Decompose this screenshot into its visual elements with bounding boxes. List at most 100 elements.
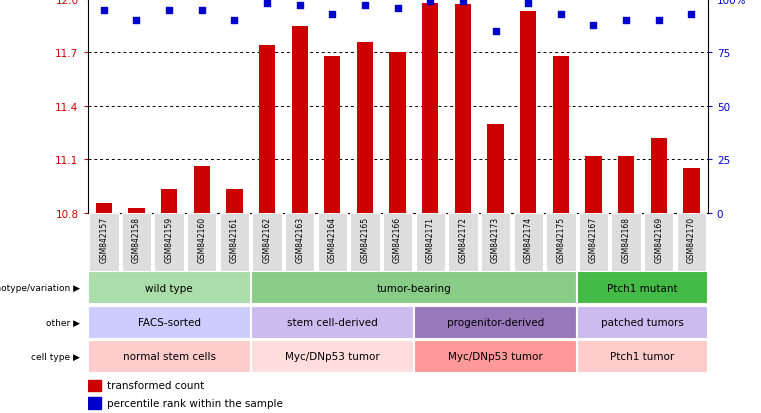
Text: normal stem cells: normal stem cells	[123, 351, 215, 362]
FancyBboxPatch shape	[122, 213, 151, 271]
FancyBboxPatch shape	[448, 213, 478, 271]
Point	[326, 12, 339, 18]
Bar	[390, 53, 406, 213]
Point	[228, 18, 240, 25]
Point	[686, 12, 698, 18]
Bar	[226, 190, 243, 213]
Bar	[96, 203, 112, 213]
Text: GSM842173: GSM842173	[491, 216, 500, 262]
Text: GSM842169: GSM842169	[654, 216, 664, 262]
FancyBboxPatch shape	[414, 340, 577, 373]
Bar	[88, 380, 101, 392]
Bar	[520, 12, 537, 213]
Text: Myc/DNp53 tumor: Myc/DNp53 tumor	[448, 351, 543, 362]
Bar	[422, 4, 438, 213]
Text: other ▶: other ▶	[46, 318, 80, 327]
Text: GSM842167: GSM842167	[589, 216, 598, 262]
Text: GSM842160: GSM842160	[197, 216, 206, 262]
Text: progenitor-derived: progenitor-derived	[447, 317, 544, 328]
Text: GSM842158: GSM842158	[132, 216, 141, 262]
FancyBboxPatch shape	[220, 213, 249, 271]
FancyBboxPatch shape	[579, 213, 608, 271]
Point	[130, 18, 142, 25]
Point	[294, 3, 306, 9]
Bar	[291, 27, 308, 213]
FancyBboxPatch shape	[253, 213, 282, 271]
Text: Ptch1 mutant: Ptch1 mutant	[607, 283, 678, 293]
FancyBboxPatch shape	[383, 213, 412, 271]
FancyBboxPatch shape	[250, 272, 577, 304]
Point	[522, 1, 534, 7]
Point	[489, 28, 501, 35]
FancyBboxPatch shape	[317, 213, 347, 271]
FancyBboxPatch shape	[250, 306, 414, 339]
FancyBboxPatch shape	[644, 213, 673, 271]
Bar	[357, 43, 373, 213]
Text: GSM842172: GSM842172	[458, 216, 467, 262]
FancyBboxPatch shape	[187, 213, 216, 271]
FancyBboxPatch shape	[350, 213, 380, 271]
Point	[163, 7, 175, 14]
Bar	[651, 138, 667, 213]
Text: GSM842175: GSM842175	[556, 216, 565, 262]
FancyBboxPatch shape	[577, 306, 708, 339]
Bar	[683, 169, 699, 213]
FancyBboxPatch shape	[677, 213, 706, 271]
Text: GSM842164: GSM842164	[328, 216, 337, 262]
FancyBboxPatch shape	[154, 213, 184, 271]
Text: GSM842166: GSM842166	[393, 216, 402, 262]
Text: GSM842161: GSM842161	[230, 216, 239, 262]
FancyBboxPatch shape	[285, 213, 314, 271]
Point	[97, 7, 110, 14]
Text: GSM842168: GSM842168	[622, 216, 631, 262]
Point	[555, 12, 567, 18]
Text: GSM842165: GSM842165	[361, 216, 370, 262]
Text: GSM842163: GSM842163	[295, 216, 304, 262]
FancyBboxPatch shape	[514, 213, 543, 271]
Point	[653, 18, 665, 25]
Text: Myc/DNp53 tumor: Myc/DNp53 tumor	[285, 351, 380, 362]
FancyBboxPatch shape	[546, 213, 575, 271]
Text: FACS-sorted: FACS-sorted	[138, 317, 201, 328]
FancyBboxPatch shape	[611, 213, 641, 271]
Point	[391, 5, 403, 12]
Text: stem cell-derived: stem cell-derived	[287, 317, 377, 328]
FancyBboxPatch shape	[577, 340, 708, 373]
Text: cell type ▶: cell type ▶	[31, 352, 80, 361]
Text: GSM842157: GSM842157	[100, 216, 108, 262]
Bar	[324, 57, 340, 213]
Bar	[618, 156, 634, 213]
Text: GSM842170: GSM842170	[687, 216, 696, 262]
Text: wild type: wild type	[145, 283, 193, 293]
Bar	[455, 5, 471, 213]
Text: Ptch1 tumor: Ptch1 tumor	[610, 351, 674, 362]
FancyBboxPatch shape	[577, 272, 708, 304]
Point	[587, 22, 600, 29]
FancyBboxPatch shape	[89, 213, 119, 271]
Point	[359, 3, 371, 9]
FancyBboxPatch shape	[416, 213, 445, 271]
Bar	[129, 209, 145, 213]
Text: GSM842171: GSM842171	[425, 216, 435, 262]
Text: genotype/variation ▶: genotype/variation ▶	[0, 284, 80, 292]
Text: transformed count: transformed count	[107, 380, 205, 391]
Bar	[193, 167, 210, 213]
FancyBboxPatch shape	[88, 340, 250, 373]
Text: percentile rank within the sample: percentile rank within the sample	[107, 398, 283, 408]
Bar	[585, 156, 602, 213]
Point	[620, 18, 632, 25]
Text: GSM842159: GSM842159	[164, 216, 174, 262]
Point	[261, 1, 273, 7]
Bar	[487, 124, 504, 213]
Bar	[552, 57, 569, 213]
Point	[424, 0, 436, 5]
Text: GSM842174: GSM842174	[524, 216, 533, 262]
Text: GSM842162: GSM842162	[263, 216, 272, 262]
Point	[457, 0, 469, 5]
FancyBboxPatch shape	[88, 306, 250, 339]
FancyBboxPatch shape	[250, 340, 414, 373]
Bar	[161, 190, 177, 213]
FancyBboxPatch shape	[481, 213, 510, 271]
Text: patched tumors: patched tumors	[601, 317, 684, 328]
FancyBboxPatch shape	[88, 272, 250, 304]
